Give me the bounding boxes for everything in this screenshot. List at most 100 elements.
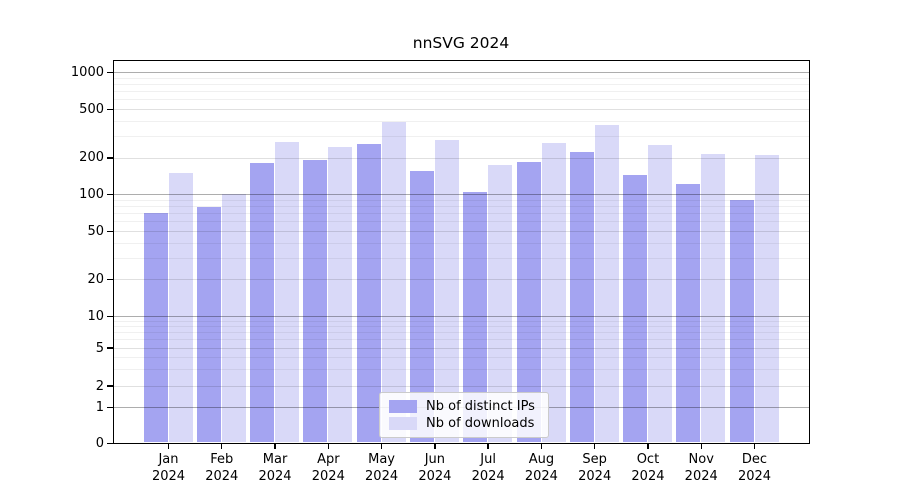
legend-label-downloads: Nb of downloads xyxy=(426,416,535,432)
y-gridline-2 xyxy=(114,385,809,387)
y-minor-gridline-80 xyxy=(114,206,809,207)
y-minor-gridline-8 xyxy=(114,326,809,328)
y-minor-gridline-90 xyxy=(114,199,809,201)
bar-distinct-ips-sep xyxy=(569,152,594,443)
y-minor-gridline-60 xyxy=(114,221,809,223)
y-gridline-50 xyxy=(114,230,809,232)
bar-distinct-ips-may xyxy=(356,144,381,443)
y-tick-mark-1000 xyxy=(107,72,113,74)
chart-title: nnSVG 2024 xyxy=(412,34,510,52)
y-tick-label-20: 20 xyxy=(87,272,104,288)
y-tick-mark-5 xyxy=(107,347,113,349)
y-tick-label-1000: 1000 xyxy=(70,65,104,81)
y-tick-label-0: 0 xyxy=(95,436,104,451)
y-gridline-5 xyxy=(114,347,809,349)
x-tick-label-may: May 2024 xyxy=(365,452,399,484)
bar-distinct-ips-dec xyxy=(729,200,754,443)
bar-downloads-jan xyxy=(168,172,193,443)
y-minor-gridline-900 xyxy=(114,77,809,79)
y-minor-gridline-800 xyxy=(114,84,809,86)
y-minor-gridline-300 xyxy=(114,136,809,138)
x-tick-mark-jun xyxy=(434,444,436,449)
x-tick-label-mar: Mar 2024 xyxy=(258,452,292,484)
y-minor-gridline-9 xyxy=(114,320,809,322)
x-tick-mark-aug xyxy=(540,444,543,449)
bar-downloads-oct xyxy=(648,144,673,443)
x-tick-label-aug: Aug 2024 xyxy=(524,452,558,484)
y-tick-mark-200 xyxy=(107,157,113,159)
y-tick-label-2: 2 xyxy=(95,378,104,394)
y-minor-gridline-400 xyxy=(114,120,809,122)
y-minor-gridline-700 xyxy=(114,91,809,93)
y-tick-label-500: 500 xyxy=(79,101,104,117)
y-gridline-100 xyxy=(114,194,809,196)
y-tick-label-1: 1 xyxy=(95,400,104,415)
bar-distinct-ips-nov xyxy=(676,184,701,443)
x-tick-label-apr: Apr 2024 xyxy=(311,452,345,484)
bar-downloads-may xyxy=(381,122,406,443)
y-minor-gridline-40 xyxy=(114,242,809,244)
y-minor-gridline-3 xyxy=(114,368,809,370)
bar-downloads-nov xyxy=(701,153,726,443)
x-tick-mark-oct xyxy=(647,444,649,449)
legend-swatch-distinct-ips xyxy=(389,399,417,413)
x-tick-mark-nov xyxy=(700,444,702,449)
y-gridline-500 xyxy=(114,108,809,110)
bar-downloads-dec xyxy=(754,154,779,443)
x-tick-label-feb: Feb 2024 xyxy=(205,452,239,484)
y-minor-gridline-7 xyxy=(114,332,809,334)
x-tick-label-oct: Oct 2024 xyxy=(631,452,665,484)
x-tick-mark-dec xyxy=(753,444,756,449)
y-tick-mark-10 xyxy=(107,315,113,318)
y-tick-mark-20 xyxy=(107,279,113,281)
y-gridline-10 xyxy=(114,316,809,318)
x-tick-label-dec: Dec 2024 xyxy=(737,452,772,484)
legend-item: Nb of distinct IPs xyxy=(389,399,539,414)
legend-label-distinct-ips: Nb of distinct IPs xyxy=(426,398,535,414)
bar-distinct-ips-jan xyxy=(143,213,168,443)
x-tick-mark-may xyxy=(380,444,383,449)
y-tick-mark-500 xyxy=(107,108,113,111)
y-tick-mark-1 xyxy=(107,406,113,409)
y-minor-gridline-4 xyxy=(114,356,809,358)
x-tick-mark-jul xyxy=(487,444,489,449)
x-tick-mark-feb xyxy=(221,444,223,449)
bar-downloads-mar xyxy=(275,142,300,443)
y-tick-mark-100 xyxy=(107,193,113,196)
bar-distinct-ips-feb xyxy=(196,207,221,443)
y-minor-gridline-70 xyxy=(114,213,809,215)
y-tick-label-5: 5 xyxy=(95,340,104,356)
y-tick-mark-50 xyxy=(107,230,113,232)
bar-distinct-ips-mar xyxy=(250,163,275,443)
y-minor-gridline-6 xyxy=(114,339,809,341)
y-tick-mark-2 xyxy=(107,385,113,387)
y-tick-label-200: 200 xyxy=(79,150,104,166)
legend: Nb of distinct IPs Nb of downloads xyxy=(379,392,549,438)
y-tick-label-10: 10 xyxy=(87,309,104,324)
x-tick-label-nov: Nov 2024 xyxy=(684,452,718,484)
bar-downloads-apr xyxy=(328,146,353,443)
plot-area xyxy=(113,60,810,444)
x-tick-label-jun: Jun 2024 xyxy=(418,452,452,484)
bar-downloads-sep xyxy=(594,124,619,443)
y-gridline-1000 xyxy=(114,72,809,74)
x-tick-mark-mar xyxy=(274,444,276,449)
y-tick-label-100: 100 xyxy=(79,187,104,203)
x-tick-mark-jan xyxy=(167,444,170,449)
x-tick-label-jul: Jul 2024 xyxy=(471,452,505,484)
y-minor-gridline-600 xyxy=(114,99,809,101)
y-tick-label-50: 50 xyxy=(87,223,104,239)
bar-distinct-ips-oct xyxy=(623,174,648,443)
legend-swatch-downloads xyxy=(389,417,417,431)
x-tick-label-jan: Jan 2024 xyxy=(151,452,186,484)
y-minor-gridline-30 xyxy=(114,257,809,259)
bar-downloads-jun xyxy=(434,139,459,443)
bar-distinct-ips-apr xyxy=(303,159,328,443)
y-tick-mark-0 xyxy=(107,442,113,445)
bar-downloads-feb xyxy=(221,194,246,443)
y-gridline-20 xyxy=(114,279,809,281)
x-tick-mark-apr xyxy=(327,444,329,449)
legend-item: Nb of downloads xyxy=(389,416,539,431)
y-gridline-200 xyxy=(114,157,809,159)
